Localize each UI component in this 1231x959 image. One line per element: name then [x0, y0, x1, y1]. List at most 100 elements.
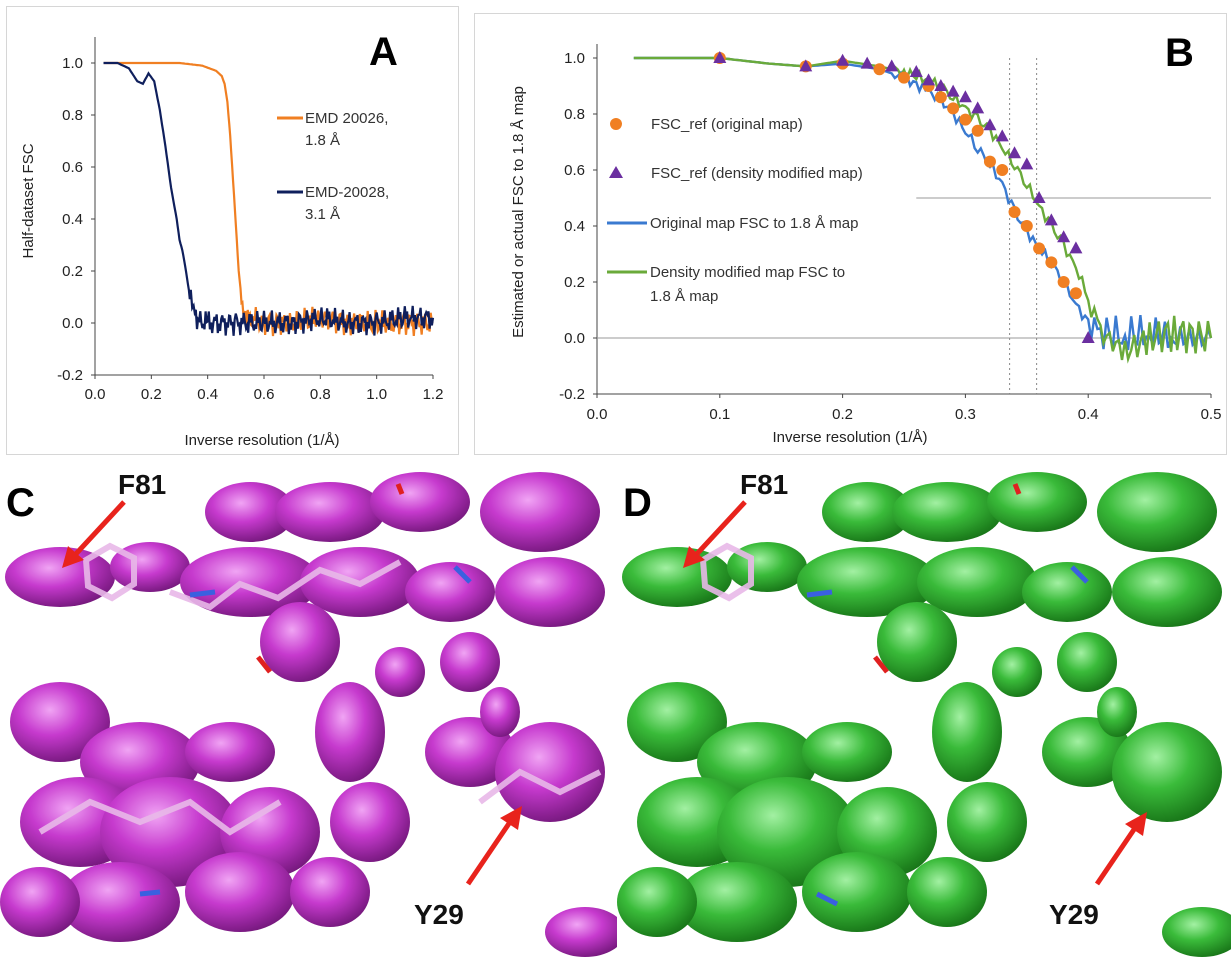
legend-label-dm-line-2: 1.8 Å map [650, 288, 718, 305]
legend-label-orig-points: FSC_ref (original map) [651, 116, 803, 133]
x-tick-label-a: 0.4 [197, 386, 218, 403]
point-fsc-ref-density-modified [713, 51, 727, 63]
x-tick-label-b: 0.0 [587, 406, 608, 423]
panel-a: A 0.0 0.2 0.4 0.6 0.8 1.0 1.2 -0.2 0.0 0.2 0.4 0.6 0… [6, 6, 459, 455]
y-tick-label-b: 0.6 [564, 162, 585, 179]
point-fsc-ref-density-modified [958, 90, 972, 103]
point-fsc-ref-density-modified [983, 118, 997, 131]
point-fsc-ref-original [873, 63, 886, 76]
point-fsc-ref-density-modified [1057, 230, 1071, 243]
series-line-b-1 [633, 56, 1213, 364]
legend-b: FSC_ref (original map) FSC_ref (density … [607, 116, 863, 305]
legend-label-dm-line-1: Density modified map FSC to [650, 264, 845, 281]
point-fsc-ref-original [959, 113, 972, 126]
y-tick-label-b: 0.4 [564, 218, 585, 235]
y-tick-label-a: 0.4 [62, 211, 83, 228]
point-fsc-ref-original [947, 102, 960, 115]
arrowhead-y29-d [1125, 812, 1147, 836]
legend-label-emd20026-line2: 1.8 Å [305, 132, 340, 149]
panel-letter-c: C [6, 481, 35, 525]
y-axis-label-a: Half-dataset FSC [20, 143, 37, 258]
y-tick-label-b: 0.8 [564, 106, 585, 123]
x-tick-label-b: 0.5 [1201, 406, 1222, 423]
x-tick-label-a: 0.0 [85, 386, 106, 403]
residue-label-f81-c: F81 [118, 472, 166, 500]
point-fsc-ref-density-modified [946, 84, 960, 97]
arrowhead-y29-c [500, 806, 522, 830]
series-line-b-0 [633, 56, 1213, 351]
panel-letter-a: A [369, 30, 398, 74]
y-tick-label-b: 1.0 [564, 50, 585, 67]
point-fsc-ref-density-modified [909, 65, 923, 77]
panel-b: B 0.0 0.1 0.2 0.3 0.4 0.5 -0.2 0.0 0.2 0.4 0.6 0.8 1… [474, 13, 1227, 455]
panel-letter-b: B [1165, 31, 1194, 75]
x-tick-label-b: 0.4 [1078, 406, 1099, 423]
point-fsc-ref-density-modified [995, 129, 1009, 142]
point-fsc-ref-original [1008, 206, 1021, 218]
y-tick-label-b: 0.0 [564, 330, 585, 347]
legend-a: EMD 20026, 1.8 Å EMD-20028, 3.1 Å [277, 110, 389, 223]
point-fsc-ref-density-modified [1020, 157, 1034, 170]
x-axis-label-a: Inverse resolution (1/Å) [184, 432, 339, 449]
point-fsc-ref-density-modified [1008, 146, 1022, 159]
arrow-y29-d [1094, 826, 1138, 886]
residue-label-y29-c: Y29 [414, 899, 464, 930]
point-fsc-ref-original [1069, 287, 1082, 300]
x-tick-label-a: 1.2 [423, 386, 444, 403]
point-fsc-ref-original [934, 91, 947, 104]
arrow-f81-d [693, 500, 747, 558]
legend-label-dm-points: FSC_ref (density modified map) [651, 165, 863, 182]
panel-d-density-image: D F81 Y29 [617, 472, 1231, 959]
arrowhead-f81-d [683, 546, 705, 568]
legend-label-emd20028-line1: EMD-20028, [305, 184, 389, 201]
point-fsc-ref-original [983, 155, 996, 168]
point-fsc-ref-density-modified [1044, 213, 1058, 226]
x-tick-label-a: 0.6 [254, 386, 275, 403]
arrow-f81-c [72, 500, 126, 558]
arrow-y29-c [465, 820, 513, 886]
point-fsc-ref-density-modified [1032, 191, 1046, 203]
x-tick-label-a: 0.8 [310, 386, 331, 403]
y-axis-label-b: Estimated or actual FSC to 1.8 Å map [510, 86, 527, 338]
point-fsc-ref-original [898, 71, 910, 84]
point-fsc-ref-density-modified [971, 101, 985, 114]
x-tick-label-a: 0.2 [141, 386, 162, 403]
point-fsc-ref-density-modified [860, 56, 874, 69]
point-fsc-ref-original [971, 124, 984, 137]
legend-label-emd20028-line2: 3.1 Å [305, 206, 340, 223]
point-fsc-ref-density-modified [836, 53, 850, 66]
y-tick-label-a: 0.2 [62, 263, 83, 280]
panel-letter-d: D [623, 481, 652, 525]
x-tick-label-b: 0.3 [955, 406, 976, 423]
legend-marker-orig-points [610, 118, 622, 130]
chart-a: A 0.0 0.2 0.4 0.6 0.8 1.0 1.2-0.20.00.20.40.60… [20, 30, 444, 449]
legend-label-orig-line: Original map FSC to 1.8 Å map [650, 215, 858, 232]
legend-marker-dm-points [609, 166, 623, 178]
x-tick-label-a: 1.0 [366, 386, 387, 403]
y-tick-label-a: -0.2 [57, 367, 83, 384]
panel-c-density-image: C F81 Y29 [0, 472, 617, 959]
x-axis-label-b: Inverse resolution (1/Å) [772, 429, 927, 446]
series-line-a-1 [103, 61, 435, 336]
y-tick-label-b: -0.2 [559, 386, 585, 403]
point-fsc-ref-density-modified [1069, 241, 1083, 254]
residue-label-y29-d: Y29 [1049, 899, 1099, 930]
point-fsc-ref-density-modified [922, 73, 936, 86]
point-fsc-ref-original [1033, 242, 1046, 255]
point-fsc-ref-density-modified [1081, 331, 1095, 343]
y-tick-label-a: 0.6 [62, 159, 83, 176]
point-fsc-ref-density-modified [799, 59, 813, 72]
point-fsc-ref-original [1045, 256, 1058, 269]
point-fsc-ref-original [996, 164, 1009, 176]
density-map-d: D F81 Y29 [617, 472, 1231, 957]
point-fsc-ref-density-modified [934, 79, 948, 91]
point-fsc-ref-original [1057, 276, 1070, 288]
y-tick-label-a: 1.0 [62, 55, 83, 72]
point-fsc-ref-density-modified [885, 59, 899, 72]
arrowhead-f81-c [62, 546, 84, 568]
y-tick-label-b: 0.2 [564, 274, 585, 291]
x-tick-label-b: 0.2 [832, 406, 853, 423]
density-map-c: C F81 Y29 [0, 472, 617, 957]
x-tick-label-b: 0.1 [709, 406, 730, 423]
point-fsc-ref-original [1020, 220, 1033, 232]
